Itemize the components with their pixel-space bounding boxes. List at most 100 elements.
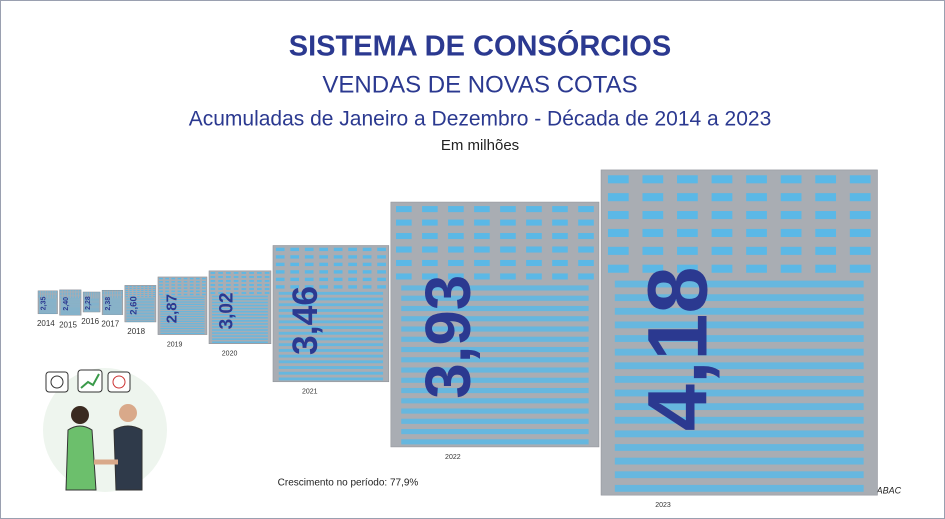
window-strip — [160, 303, 205, 306]
window — [526, 233, 542, 240]
window — [195, 284, 200, 286]
window-strip — [60, 312, 81, 313]
window — [65, 294, 68, 296]
window — [249, 284, 254, 286]
window — [362, 285, 372, 289]
window — [422, 246, 438, 253]
window — [304, 255, 314, 259]
building: 2,87 2019 — [157, 276, 208, 348]
window — [195, 281, 200, 283]
window — [102, 290, 105, 292]
value-label: 3,93 — [413, 275, 484, 399]
window — [120, 291, 123, 293]
window — [159, 284, 163, 286]
window — [422, 273, 438, 280]
window — [642, 211, 664, 220]
window-strip — [401, 367, 589, 373]
window — [112, 296, 115, 297]
window — [711, 264, 733, 273]
window — [43, 294, 45, 296]
window-strip — [401, 346, 589, 353]
window-strip — [126, 307, 155, 308]
window — [241, 284, 247, 286]
window — [578, 219, 594, 226]
window — [202, 277, 206, 280]
window — [125, 289, 128, 291]
window — [849, 193, 871, 202]
window — [148, 291, 152, 293]
window — [233, 292, 239, 294]
window — [377, 262, 386, 267]
window — [148, 296, 152, 297]
window-strip — [278, 348, 384, 352]
window — [148, 287, 152, 289]
window — [145, 291, 148, 293]
window-strip — [614, 280, 864, 288]
window — [849, 211, 871, 220]
window — [780, 246, 802, 255]
window — [120, 290, 123, 292]
window — [125, 294, 128, 295]
window — [55, 293, 58, 295]
window-strip — [614, 457, 864, 465]
window — [552, 246, 568, 253]
window — [422, 259, 438, 267]
window — [177, 290, 182, 292]
window — [70, 293, 73, 294]
window — [43, 297, 45, 299]
window — [241, 276, 247, 278]
window-strip — [126, 320, 155, 322]
window-strip — [160, 301, 205, 303]
window — [115, 293, 118, 294]
window — [677, 246, 698, 255]
window — [40, 294, 43, 296]
window — [40, 296, 43, 297]
window — [348, 270, 357, 274]
window — [226, 288, 231, 290]
window — [148, 294, 152, 295]
window — [110, 290, 112, 292]
window — [65, 290, 68, 291]
window — [275, 247, 285, 252]
window — [125, 285, 128, 287]
window — [849, 228, 871, 237]
window — [249, 292, 254, 294]
window-strip — [401, 408, 589, 414]
window — [60, 290, 62, 291]
building-body — [59, 289, 82, 316]
window — [137, 287, 140, 289]
window — [319, 255, 329, 259]
window — [76, 297, 78, 298]
window — [677, 228, 698, 237]
window — [55, 296, 58, 297]
window-strip — [103, 308, 122, 310]
window — [500, 219, 516, 226]
window — [183, 287, 188, 289]
window — [48, 293, 50, 295]
window — [333, 255, 343, 259]
window — [152, 291, 156, 293]
window — [112, 294, 115, 296]
window — [377, 285, 386, 289]
window — [133, 289, 136, 291]
window — [38, 296, 40, 297]
window — [145, 289, 148, 291]
window — [233, 272, 239, 274]
window — [362, 255, 372, 259]
window — [264, 292, 270, 294]
window — [304, 277, 314, 282]
window — [290, 247, 300, 252]
window — [141, 289, 144, 291]
window-strip — [103, 303, 122, 305]
window — [73, 290, 76, 291]
window — [53, 293, 55, 295]
x-tick-label: 2020 — [222, 351, 238, 358]
window — [202, 290, 206, 292]
window-strip — [212, 338, 268, 340]
window — [210, 288, 216, 290]
window — [129, 289, 132, 291]
window — [171, 281, 176, 283]
window — [50, 291, 53, 292]
window — [112, 297, 115, 298]
window — [241, 292, 247, 294]
